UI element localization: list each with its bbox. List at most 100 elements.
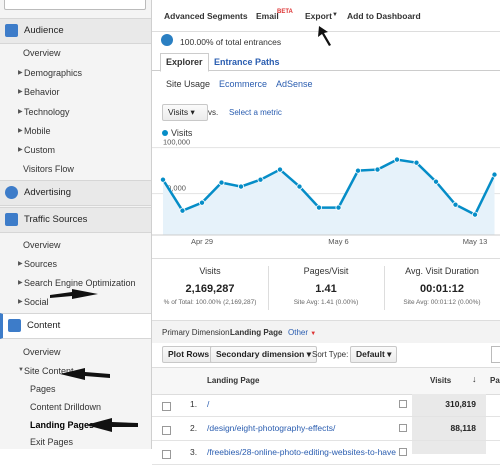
section-header[interactable]: Audience bbox=[0, 18, 151, 44]
row-link[interactable]: /design/eight-photography-effects/ bbox=[207, 423, 336, 433]
nav-item[interactable]: Visitors Flow bbox=[23, 164, 74, 174]
nav-item[interactable]: Overview bbox=[23, 347, 61, 357]
row-icon bbox=[399, 448, 407, 456]
section-header[interactable]: Traffic Sources bbox=[0, 207, 151, 233]
plot-rows[interactable]: Plot Rows bbox=[162, 346, 216, 363]
search-box[interactable] bbox=[4, 0, 146, 10]
col-header[interactable]: Landing Page bbox=[207, 376, 260, 385]
metric-select[interactable]: Visits ▾ bbox=[162, 104, 208, 121]
nav-item[interactable]: Custom bbox=[24, 145, 56, 155]
point bbox=[432, 178, 439, 185]
section-icon bbox=[8, 319, 21, 332]
nav-item[interactable]: Behavior bbox=[24, 87, 60, 97]
row-visits: 88,118 bbox=[450, 423, 476, 433]
point bbox=[179, 207, 186, 214]
section-icon bbox=[5, 213, 18, 226]
nav-item[interactable]: Demographics bbox=[24, 68, 83, 78]
section-icon bbox=[5, 24, 18, 37]
stat-divider bbox=[268, 266, 269, 310]
visits-column bbox=[412, 394, 486, 454]
nav-item[interactable]: Site Content bbox=[24, 366, 74, 376]
point bbox=[257, 176, 264, 183]
stat-label: Pages/Visit bbox=[303, 266, 349, 276]
tab-line bbox=[152, 70, 500, 71]
row-index: 2. bbox=[190, 423, 198, 433]
expand-arrow: ▶ bbox=[18, 299, 23, 305]
point bbox=[471, 211, 478, 218]
expand-arrow: ▶ bbox=[18, 280, 23, 286]
select-metric[interactable]: Select a metric bbox=[229, 108, 282, 117]
beta-badge: BETA bbox=[277, 9, 293, 15]
nav-item[interactable]: Content Drilldown bbox=[30, 402, 102, 412]
point bbox=[277, 166, 284, 173]
section-header[interactable]: Advertising bbox=[0, 180, 151, 206]
col-header[interactable]: Pa bbox=[490, 376, 500, 385]
nav-item[interactable]: Pages bbox=[30, 384, 56, 394]
search-field[interactable] bbox=[491, 346, 500, 363]
point bbox=[296, 183, 303, 190]
table-header bbox=[152, 367, 500, 395]
point bbox=[393, 156, 400, 163]
email[interactable]: Email bbox=[256, 11, 279, 21]
area bbox=[163, 159, 495, 235]
row-checkbox[interactable] bbox=[162, 402, 171, 411]
subtab[interactable]: AdSense bbox=[276, 79, 313, 89]
section-header[interactable]: Content bbox=[0, 313, 151, 339]
tab[interactable]: Explorer bbox=[166, 57, 203, 67]
stat-value: 2,169,287 bbox=[185, 283, 235, 295]
nav-item[interactable]: Overview bbox=[23, 240, 61, 250]
nav-item[interactable]: Exit Pages bbox=[30, 437, 74, 447]
expand-arrow: ▶ bbox=[18, 70, 23, 76]
export[interactable]: Export bbox=[305, 11, 332, 21]
nav-item[interactable]: Sources bbox=[24, 259, 58, 269]
subtab[interactable]: Ecommerce bbox=[219, 79, 268, 89]
row-checkbox[interactable] bbox=[162, 450, 171, 459]
point bbox=[238, 183, 245, 190]
y-tick-label: 100,000 bbox=[163, 138, 190, 147]
row-line bbox=[152, 416, 500, 417]
row-icon bbox=[399, 424, 407, 432]
annotation-arrow bbox=[318, 26, 331, 46]
expand-arrow: ▶ bbox=[18, 147, 23, 153]
dimension-other[interactable]: Other ▼ bbox=[288, 328, 317, 337]
point bbox=[491, 171, 498, 178]
x-tick-label: May 6 bbox=[328, 237, 348, 246]
row-link[interactable]: / bbox=[207, 399, 210, 409]
row-checkbox[interactable] bbox=[162, 426, 171, 435]
nav-item[interactable]: Technology bbox=[24, 107, 70, 117]
sort-select[interactable]: Default ▾ bbox=[350, 346, 398, 363]
nav-item[interactable]: Landing Pages bbox=[30, 420, 95, 430]
section-title: Audience bbox=[24, 25, 64, 36]
section-title: Traffic Sources bbox=[24, 214, 88, 225]
secondary-dimension[interactable]: Secondary dimension ▾ bbox=[210, 346, 317, 363]
annotation-arrows bbox=[50, 289, 110, 380]
point bbox=[315, 204, 322, 211]
x-tick-label: May 13 bbox=[463, 237, 488, 246]
metric: Visits bbox=[168, 107, 189, 117]
add-to-dashboard[interactable]: Add to Dashboard bbox=[347, 11, 421, 21]
subtab[interactable]: Site Usage bbox=[166, 79, 211, 89]
sort-arrow: ↓ bbox=[472, 374, 477, 384]
row-visits: 310,819 bbox=[445, 399, 476, 409]
legend-label: Visits bbox=[171, 128, 193, 138]
chart: Visits 70,000 100,000 Apr 29 May 6 May 13 bbox=[152, 128, 500, 246]
x-tick-label: Apr 29 bbox=[191, 237, 213, 246]
stat-value: 1.41 bbox=[315, 283, 337, 295]
tab[interactable]: Entrance Paths bbox=[214, 57, 280, 67]
dimension-current[interactable]: Landing Page bbox=[230, 328, 283, 337]
stat-label: Avg. Visit Duration bbox=[405, 266, 479, 276]
expand-arrow: ▼ bbox=[18, 367, 24, 373]
section-title: Advertising bbox=[24, 187, 71, 198]
nav-item[interactable]: Mobile bbox=[24, 126, 51, 136]
nav-item[interactable]: Search Engine Optimization bbox=[24, 278, 136, 288]
row-index: 1. bbox=[190, 399, 198, 409]
stat-divider bbox=[384, 266, 385, 310]
expand-arrow: ▶ bbox=[18, 128, 23, 134]
tab-active[interactable] bbox=[160, 53, 209, 72]
advanced-segments[interactable]: Advanced Segments bbox=[164, 11, 248, 21]
point bbox=[452, 201, 459, 208]
nav-item[interactable]: Overview bbox=[23, 48, 61, 58]
col-header[interactable]: Visits bbox=[430, 376, 452, 385]
nav-item[interactable]: Social bbox=[24, 297, 49, 307]
